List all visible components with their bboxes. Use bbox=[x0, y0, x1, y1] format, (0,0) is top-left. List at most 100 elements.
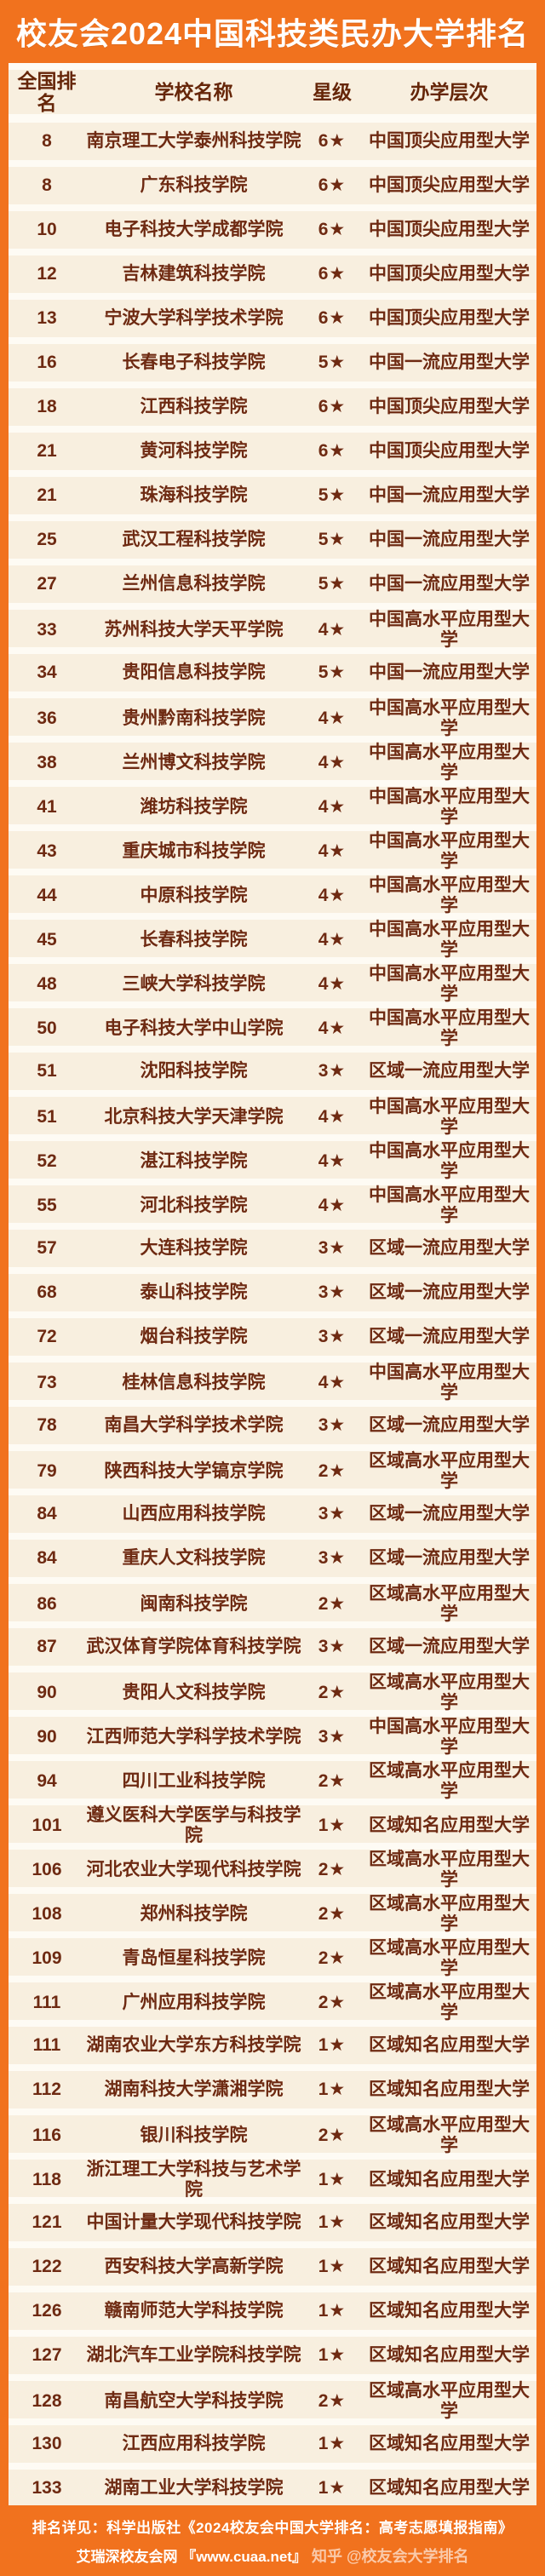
education-level-cell: 中国高水平应用型大学 bbox=[369, 875, 530, 916]
star-rating-cell: 5★ bbox=[318, 662, 347, 682]
table-row: 33 苏州科技大学天平学院 4★ 中国高水平应用型大学 bbox=[9, 610, 536, 650]
education-level-cell: 中国高水平应用型大学 bbox=[369, 610, 530, 651]
table-row: 79 陕西科技大学镐京学院 2★ 区域高水平应用型大学 bbox=[9, 1451, 536, 1492]
education-level-cell: 区域知名应用型大学 bbox=[369, 2300, 530, 2321]
education-level-cell: 中国一流应用型大学 bbox=[369, 529, 530, 549]
star-rating-cell: 1★ bbox=[318, 1816, 347, 1836]
table-row: 44 中原科技学院 4★ 中国高水平应用型大学 bbox=[9, 875, 536, 916]
table-row: 10 电子科技大学成都学院 6★ 中国顶尖应用型大学 bbox=[9, 211, 536, 249]
ranking-table: 全国排名 学校名称 星级 办学层次 8 南京理工大学泰州科技学院 6★ 中国顶尖… bbox=[9, 63, 536, 2505]
education-level-cell: 中国高水平应用型大学 bbox=[369, 1185, 530, 1226]
education-level-cell: 中国高水平应用型大学 bbox=[369, 1008, 530, 1049]
star-rating-cell: 4★ bbox=[318, 709, 347, 729]
table-row: 52 湛江科技学院 4★ 中国高水平应用型大学 bbox=[9, 1141, 536, 1182]
school-name-cell: 桂林信息科技学院 bbox=[122, 1373, 266, 1393]
star-rating-cell: 1★ bbox=[318, 2433, 347, 2453]
star-rating-cell: 4★ bbox=[318, 1151, 347, 1172]
education-level-cell: 区域高水平应用型大学 bbox=[369, 1451, 530, 1492]
rank-cell: 84 bbox=[37, 1547, 57, 1568]
education-level-cell: 区域高水平应用型大学 bbox=[369, 2115, 530, 2156]
education-level-cell: 区域高水平应用型大学 bbox=[369, 1982, 530, 2023]
table-row: 111 广州应用科技学院 2★ 区域高水平应用型大学 bbox=[9, 1982, 536, 2023]
rank-cell: 52 bbox=[37, 1151, 57, 1172]
table-header-row: 全国排名 学校名称 星级 办学层次 bbox=[9, 70, 536, 114]
school-name-cell: 苏州科技大学天平学院 bbox=[104, 620, 284, 640]
school-name-cell: 大连科技学院 bbox=[140, 1237, 248, 1258]
table-row: 90 贵阳人文科技学院 2★ 区域高水平应用型大学 bbox=[9, 1672, 536, 1713]
rank-cell: 108 bbox=[32, 1904, 62, 1925]
school-name-cell: 江西应用科技学院 bbox=[122, 2433, 266, 2453]
rank-cell: 130 bbox=[32, 2433, 62, 2453]
education-level-cell: 区域一流应用型大学 bbox=[369, 1503, 530, 1523]
table-row: 8 广东科技学院 6★ 中国顶尖应用型大学 bbox=[9, 167, 536, 204]
education-level-cell: 区域高水平应用型大学 bbox=[369, 1584, 530, 1625]
rank-cell: 86 bbox=[37, 1594, 57, 1615]
rank-cell: 43 bbox=[37, 841, 57, 862]
star-rating-cell: 1★ bbox=[318, 2079, 347, 2099]
table-row: 8 南京理工大学泰州科技学院 6★ 中国顶尖应用型大学 bbox=[9, 123, 536, 160]
table-row: 45 长春科技学院 4★ 中国高水平应用型大学 bbox=[9, 920, 536, 960]
school-name-cell: 长春电子科技学院 bbox=[122, 352, 266, 372]
table-row: 111 湖南农业大学东方科技学院 1★ 区域知名应用型大学 bbox=[9, 2027, 536, 2064]
table-row: 50 电子科技大学中山学院 4★ 中国高水平应用型大学 bbox=[9, 1008, 536, 1049]
school-name-cell: 潍坊科技学院 bbox=[140, 797, 248, 818]
rank-cell: 21 bbox=[37, 440, 57, 461]
school-name-cell: 贵阳人文科技学院 bbox=[122, 1683, 266, 1703]
table-row: 68 泰山科技学院 3★ 区域一流应用型大学 bbox=[9, 1274, 536, 1311]
star-rating-cell: 1★ bbox=[318, 2344, 347, 2365]
rank-cell: 122 bbox=[32, 2256, 62, 2276]
star-rating-cell: 4★ bbox=[318, 841, 347, 862]
star-rating-cell: 4★ bbox=[318, 1373, 347, 1393]
rank-cell: 57 bbox=[37, 1237, 57, 1258]
star-rating-cell: 3★ bbox=[318, 1060, 347, 1081]
star-rating-cell: 4★ bbox=[318, 1196, 347, 1216]
star-rating-cell: 4★ bbox=[318, 1107, 347, 1127]
rank-cell: 109 bbox=[32, 1948, 62, 1969]
school-name-cell: 湖南农业大学东方科技学院 bbox=[86, 2034, 301, 2055]
school-name-cell: 沈阳科技学院 bbox=[140, 1060, 248, 1081]
education-level-cell: 区域一流应用型大学 bbox=[369, 1237, 530, 1258]
star-rating-cell: 6★ bbox=[318, 219, 347, 239]
education-level-cell: 区域知名应用型大学 bbox=[369, 2170, 530, 2190]
rank-cell: 10 bbox=[37, 219, 57, 239]
star-rating-cell: 4★ bbox=[318, 620, 347, 640]
education-level-cell: 中国高水平应用型大学 bbox=[369, 1141, 530, 1182]
school-name-cell: 江西师范大学科学技术学院 bbox=[86, 1727, 301, 1747]
table-row: 57 大连科技学院 3★ 区域一流应用型大学 bbox=[9, 1230, 536, 1267]
school-name-cell: 河北农业大学现代科技学院 bbox=[86, 1860, 301, 1880]
star-rating-cell: 6★ bbox=[318, 175, 347, 195]
education-level-cell: 中国顶尖应用型大学 bbox=[369, 440, 530, 461]
rank-cell: 73 bbox=[37, 1373, 57, 1393]
star-rating-cell: 5★ bbox=[318, 485, 347, 505]
rank-cell: 126 bbox=[32, 2300, 62, 2321]
table-row: 73 桂林信息科技学院 4★ 中国高水平应用型大学 bbox=[9, 1363, 536, 1403]
star-rating-cell: 1★ bbox=[318, 2212, 347, 2232]
school-name-cell: 珠海科技学院 bbox=[140, 485, 248, 505]
school-name-cell: 北京科技大学天津学院 bbox=[104, 1107, 284, 1127]
rank-cell: 51 bbox=[37, 1107, 57, 1127]
table-row: 18 江西科技学院 6★ 中国顶尖应用型大学 bbox=[9, 388, 536, 426]
school-name-cell: 湖南科技大学潇湘学院 bbox=[104, 2079, 284, 2099]
education-level-cell: 中国一流应用型大学 bbox=[369, 662, 530, 682]
zhihu-watermark: 知乎 @校友会大学排名 bbox=[311, 2548, 469, 2565]
school-name-cell: 西安科技大学高新学院 bbox=[104, 2256, 284, 2276]
star-rating-cell: 5★ bbox=[318, 573, 347, 594]
school-name-cell: 山西应用科技学院 bbox=[122, 1503, 266, 1523]
star-rating-cell: 3★ bbox=[318, 1636, 347, 1656]
table-row: 133 湖南工业大学科技学院 1★ 区域知名应用型大学 bbox=[9, 2470, 536, 2505]
star-rating-cell: 2★ bbox=[318, 1860, 347, 1880]
school-name-cell: 江西科技学院 bbox=[140, 396, 248, 416]
rank-cell: 55 bbox=[37, 1196, 57, 1216]
school-name-cell: 闽南科技学院 bbox=[140, 1594, 248, 1615]
rank-cell: 112 bbox=[32, 2079, 61, 2099]
star-rating-cell: 6★ bbox=[318, 263, 347, 284]
table-row: 87 武汉体育学院体育科技学院 3★ 区域一流应用型大学 bbox=[9, 1628, 536, 1666]
footer: 排名详见：科学出版社《2024校友会中国大学排名：高考志愿填报指南》 艾瑞深校友… bbox=[0, 2505, 545, 2576]
school-name-cell: 遵义医科大学医学与科技学院 bbox=[86, 1805, 301, 1846]
education-level-cell: 区域一流应用型大学 bbox=[369, 1547, 530, 1568]
education-level-cell: 中国顶尖应用型大学 bbox=[369, 219, 530, 239]
table-row: 36 贵州黔南科技学院 4★ 中国高水平应用型大学 bbox=[9, 698, 536, 738]
rank-cell: 8 bbox=[42, 175, 52, 195]
education-level-cell: 中国高水平应用型大学 bbox=[369, 920, 530, 961]
page-title: 校友会2024中国科技类民办大学排名 bbox=[0, 0, 545, 63]
